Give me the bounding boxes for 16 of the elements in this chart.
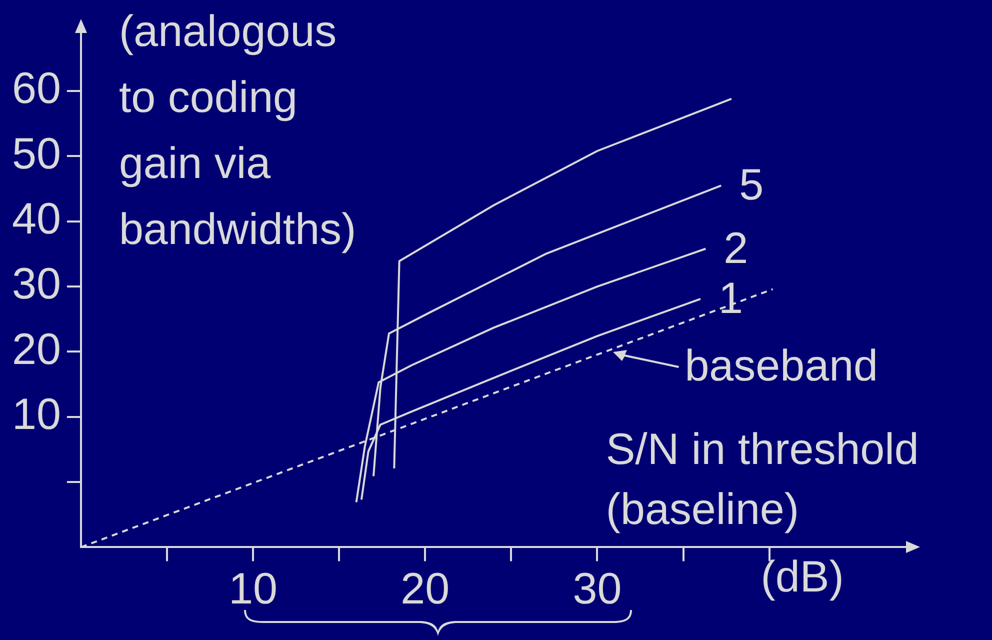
y-tick-label: 20 xyxy=(12,324,61,374)
x-tick-label: 10 xyxy=(228,564,278,614)
y-tick-label: 10 xyxy=(12,390,61,440)
x-tick-label: 20 xyxy=(400,564,450,614)
series-label: 1 xyxy=(718,274,743,324)
y-tick-label: 40 xyxy=(12,194,61,244)
series-label: 5 xyxy=(739,160,764,210)
series-label: 2 xyxy=(724,224,748,273)
x-tick-label: 30 xyxy=(572,564,622,614)
y-tick-label: 30 xyxy=(12,260,61,309)
y-tick-label: 60 xyxy=(12,64,61,114)
y-tick-label: 50 xyxy=(12,129,61,178)
y-axis-title: (analogous to coding gain via bandwidths) xyxy=(118,7,356,254)
annotation: baseband xyxy=(684,342,878,390)
x-axis-title: (dB) xyxy=(760,552,844,602)
annotation: S/N in threshold (baseline) xyxy=(606,425,919,534)
